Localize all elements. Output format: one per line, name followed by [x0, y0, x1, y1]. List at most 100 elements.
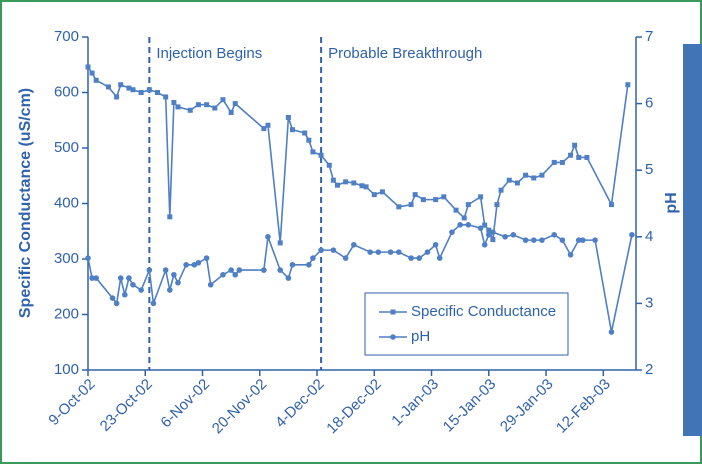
legend-label: Specific Conductance [411, 303, 556, 320]
point [277, 240, 283, 246]
point [576, 154, 582, 160]
point [212, 105, 218, 111]
point [449, 229, 455, 235]
point [457, 222, 463, 228]
point [432, 241, 439, 248]
point [261, 126, 267, 132]
point [568, 152, 574, 158]
y-tick-label: 100 [54, 361, 79, 378]
point [396, 204, 402, 210]
point [318, 247, 324, 253]
point [310, 255, 316, 261]
point [494, 202, 500, 208]
point [441, 194, 447, 200]
point [531, 175, 537, 181]
point [85, 255, 91, 261]
point [146, 267, 153, 273]
point [289, 261, 296, 268]
point [175, 104, 181, 110]
point [117, 275, 124, 281]
legend-label: pH [411, 328, 430, 345]
point [265, 234, 271, 240]
point [236, 267, 243, 273]
point [551, 232, 558, 238]
point [285, 114, 291, 120]
y-tick-label: 500 [54, 139, 79, 156]
point [351, 241, 357, 248]
side-panel [683, 44, 702, 436]
point [138, 90, 144, 95]
point [567, 251, 574, 258]
point [433, 197, 439, 203]
point [163, 94, 169, 100]
legend-box [364, 292, 569, 356]
point [113, 300, 120, 307]
point [367, 249, 373, 255]
y-tick-label: 400 [54, 194, 79, 211]
point [171, 99, 177, 105]
point [114, 94, 120, 100]
y2-tick-label: 6 [645, 95, 653, 112]
point [265, 122, 271, 128]
point [420, 197, 426, 203]
point [498, 187, 504, 193]
point [126, 275, 132, 281]
point [118, 82, 124, 88]
point [408, 202, 414, 208]
point [334, 182, 340, 188]
y-tick-label: 700 [54, 28, 79, 45]
point [187, 107, 193, 113]
point [289, 127, 295, 133]
point [608, 329, 615, 335]
point [482, 222, 488, 228]
point [625, 82, 631, 88]
point [453, 207, 459, 213]
point [424, 249, 431, 255]
point [228, 109, 234, 115]
point [522, 237, 529, 243]
point [502, 234, 508, 240]
point [204, 102, 210, 108]
point [306, 137, 312, 143]
point [412, 192, 418, 198]
point [486, 227, 492, 233]
point [506, 177, 512, 183]
point [572, 142, 578, 148]
annotation-label: Injection Begins [156, 45, 262, 62]
point [89, 70, 95, 76]
point [162, 267, 169, 273]
y-tick-label: 200 [54, 305, 79, 322]
point [523, 172, 529, 178]
point [195, 102, 201, 108]
point [359, 183, 365, 189]
y2-axis-title: pH [663, 192, 680, 213]
point [310, 149, 316, 155]
point [195, 259, 202, 266]
point [387, 249, 394, 255]
point [396, 249, 402, 255]
point [580, 237, 586, 243]
y2-tick-label: 5 [645, 161, 653, 178]
point [330, 177, 336, 183]
point [559, 159, 565, 165]
point [514, 180, 520, 186]
legend-marker [390, 334, 396, 340]
point [126, 85, 132, 91]
y-axis-title: Specific Conductance (uS/cm) [17, 88, 34, 318]
point [343, 179, 349, 185]
y2-tick-label: 7 [645, 28, 653, 45]
point [261, 267, 267, 273]
point [130, 281, 136, 288]
point [166, 287, 173, 293]
point [465, 222, 472, 228]
point [330, 247, 337, 253]
point [490, 237, 496, 243]
point [375, 249, 382, 255]
point [318, 152, 324, 158]
point [629, 232, 635, 238]
point [155, 90, 161, 95]
point [175, 279, 181, 286]
point [93, 275, 99, 281]
point [408, 255, 414, 261]
